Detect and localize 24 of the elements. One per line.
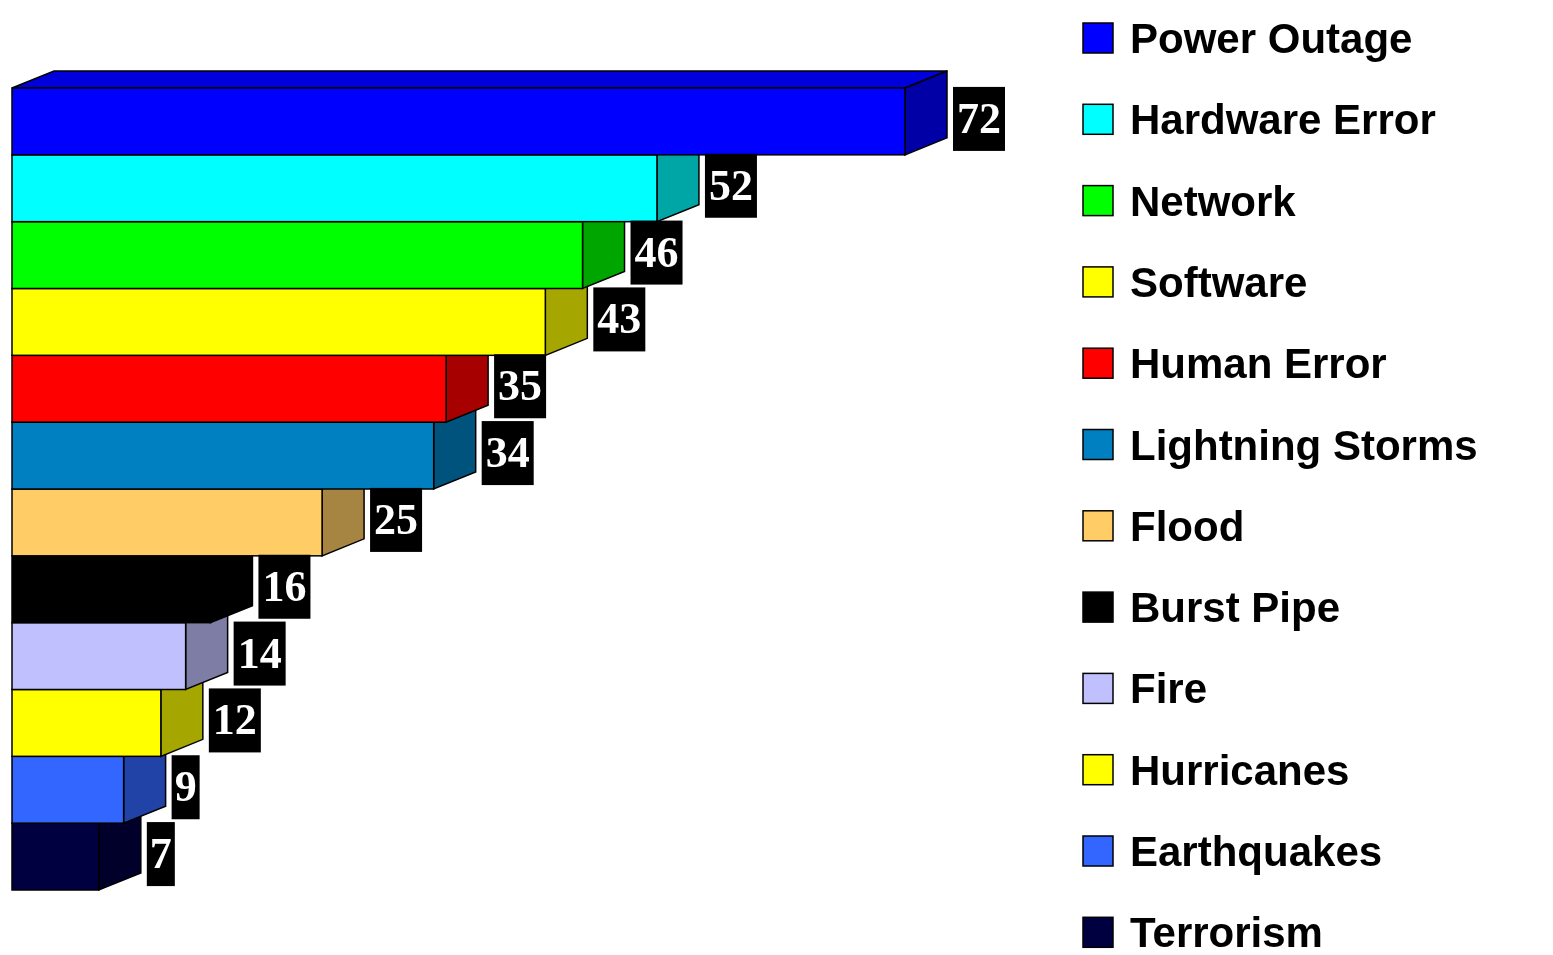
legend-label: Hurricanes	[1130, 746, 1350, 794]
legend-label: Burst Pipe	[1130, 584, 1341, 632]
data-label: 14	[237, 628, 282, 678]
legend-label: Terrorism	[1130, 909, 1323, 955]
data-label: 72	[957, 93, 1001, 143]
data-label: 9	[174, 762, 197, 812]
data-label: 34	[485, 428, 530, 478]
legend-label: Lightning Storms	[1130, 421, 1478, 469]
legend-label: Power Outage	[1130, 15, 1413, 62]
legend-label: Software	[1130, 258, 1308, 306]
data-label: 52	[708, 160, 753, 210]
legend-label: Network	[1130, 177, 1297, 225]
data-label: 25	[374, 494, 419, 544]
data-label: 16	[262, 561, 307, 611]
data-label: 43	[597, 294, 642, 344]
legend-label: Fire	[1130, 665, 1208, 713]
data-label: 12	[212, 695, 257, 745]
legend-label: Earthquakes	[1130, 828, 1383, 875]
legend-label: Human Error	[1130, 340, 1387, 388]
data-label: 35	[498, 361, 543, 411]
data-label: 46	[634, 227, 679, 277]
data-label: 7	[149, 829, 172, 879]
legend-label: Hardware Error	[1130, 96, 1436, 144]
legend-label: Flood	[1130, 502, 1245, 550]
